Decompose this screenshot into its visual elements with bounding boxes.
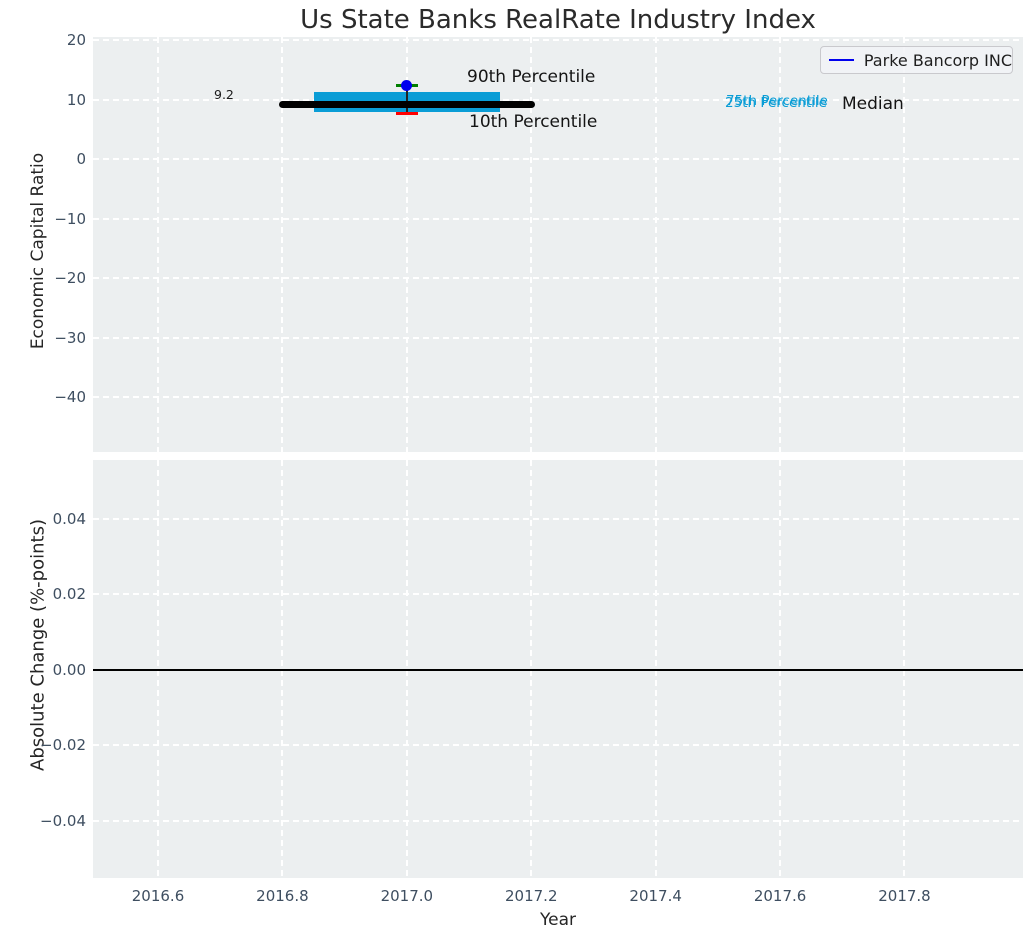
x-tick-label: 2017.4	[629, 887, 682, 905]
x-tick-label: 2017.2	[505, 887, 558, 905]
annotation-25th-percentile: 25th Percentile	[725, 95, 827, 111]
y-tick-label: 20	[66, 30, 86, 49]
y-tick-label: 0.04	[52, 509, 86, 528]
median-line	[278, 100, 535, 108]
x-tick-label: 2017.0	[380, 887, 434, 905]
horizontal-gridline	[93, 98, 1023, 101]
horizontal-gridline	[93, 217, 1023, 220]
legend: Parke Bancorp INC	[820, 46, 1013, 74]
annotation-10th-percentile: 10th Percentile	[469, 112, 598, 132]
chart-title: Us State Banks RealRate Industry Index	[300, 5, 816, 35]
horizontal-gridline	[93, 517, 1023, 520]
y-tick-label: 0.00	[52, 660, 86, 679]
y-tick-label: −20	[54, 269, 86, 288]
x-tick-label: 2017.8	[878, 887, 931, 905]
y-tick-label: −0.04	[40, 811, 86, 830]
whisker-cap-10th	[395, 112, 418, 116]
annotation-median: Median	[842, 94, 904, 114]
annotation-median-value: 9.2	[214, 87, 234, 102]
top-y-axis-label: Economic Capital Ratio	[28, 152, 48, 350]
x-tick-label: 2017.6	[753, 887, 807, 905]
legend-line-sample	[829, 58, 854, 62]
vertical-gridline	[530, 37, 533, 452]
horizontal-gridline	[93, 819, 1023, 822]
horizontal-gridline	[93, 336, 1023, 339]
vertical-gridline	[903, 37, 906, 452]
vertical-gridline	[157, 37, 159, 452]
horizontal-gridline	[93, 158, 1023, 161]
bottom-y-axis-label: Absolute Change (%-points)	[27, 519, 49, 771]
x-tick-label: 2016.8	[256, 887, 309, 905]
vertical-gridline	[405, 37, 408, 452]
y-tick-label: 0.02	[52, 585, 86, 604]
zero-line	[93, 668, 1023, 671]
company-data-point	[401, 80, 413, 92]
horizontal-gridline	[93, 744, 1023, 747]
legend-label: Parke Bancorp INC	[863, 50, 1012, 70]
annotation-90th-percentile: 90th Percentile	[467, 67, 596, 87]
annotation-75th-percentile: 75th Percentile	[726, 93, 828, 109]
bottom-axes	[93, 460, 1023, 878]
vertical-gridline	[654, 37, 657, 452]
horizontal-gridline	[93, 396, 1023, 399]
horizontal-gridline	[93, 593, 1023, 596]
whisker-line	[406, 85, 408, 114]
y-tick-label: −10	[54, 209, 86, 228]
horizontal-gridline	[93, 277, 1023, 280]
vertical-gridline	[779, 37, 782, 452]
y-tick-label: 10	[66, 90, 86, 109]
y-tick-label: 0	[76, 150, 86, 169]
y-tick-label: −40	[54, 388, 86, 407]
top-axes	[93, 37, 1023, 452]
x-axis-label: Year	[540, 910, 576, 930]
horizontal-gridline	[93, 38, 1023, 41]
y-tick-label: −30	[54, 328, 86, 347]
vertical-gridline	[281, 37, 284, 452]
y-tick-label: −0.02	[40, 736, 86, 755]
x-tick-label: 2016.6	[131, 887, 185, 905]
